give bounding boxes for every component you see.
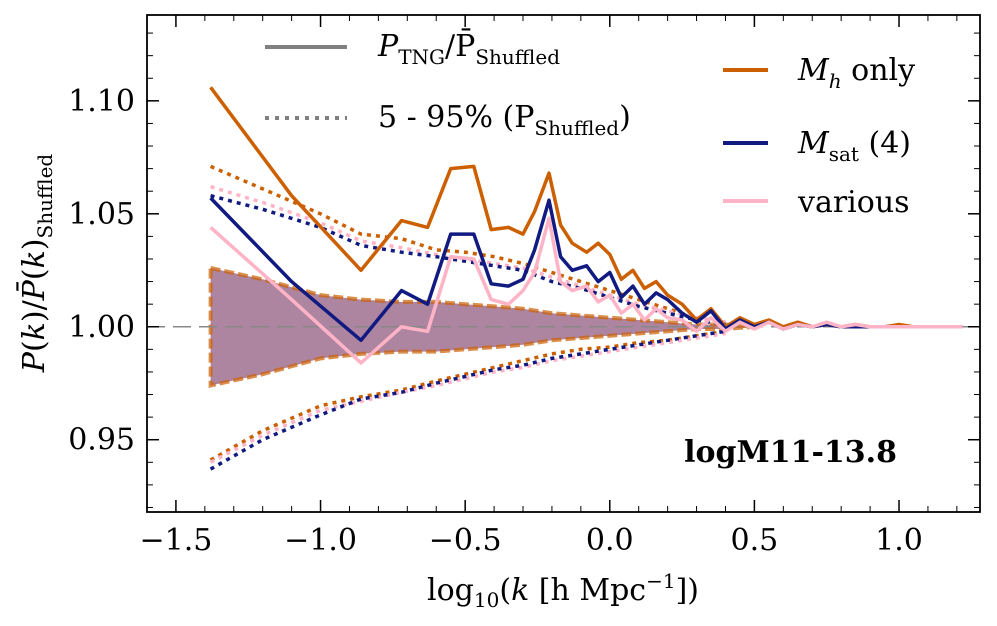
legend-various-label: various — [797, 185, 910, 220]
shuffled-band — [208, 265, 755, 388]
percentile-lower-orange — [209, 329, 726, 462]
ticks-layer: −1.5 −1.0 −0.5 0.0 0.5 1.0 0.95 1.00 1.05 1.10 — [68, 15, 980, 558]
x-tick-label: −0.5 — [429, 523, 502, 558]
legend-solid-label: PTNG/P̄Shuffled — [377, 28, 560, 69]
plot-frame — [146, 14, 981, 513]
x-tick-label: 0.5 — [731, 523, 779, 558]
band-layer — [208, 265, 755, 388]
x-tick-label: 0.0 — [586, 523, 634, 558]
percentile-lower-navy — [209, 329, 726, 471]
x-tick-label: −1.0 — [284, 523, 357, 558]
percentile-upper-pink — [210, 185, 726, 324]
y-tick-label: 0.95 — [68, 423, 135, 458]
series-various — [209, 216, 963, 365]
percentile-lower-pink — [209, 331, 726, 464]
annotation-label: logM11-13.8 — [684, 435, 897, 470]
percentile-upper-navy — [210, 194, 726, 327]
x-tick-label: −1.5 — [139, 523, 212, 558]
percentile-upper-orange — [209, 164, 726, 324]
series-layer — [209, 86, 963, 365]
x-tick-label: 1.0 — [875, 523, 923, 558]
legend-dotted-label: 5 - 95% (PShuffled) — [378, 100, 631, 140]
series-msat — [209, 196, 963, 343]
legend-mh-label: Mh only — [797, 53, 915, 93]
legend-msat-label: Msat (4) — [797, 126, 911, 166]
percentile-layer — [209, 164, 726, 471]
y-tick-label: 1.10 — [68, 84, 135, 119]
y-tick-label: 1.00 — [68, 310, 135, 345]
y-tick-label: 1.05 — [68, 197, 135, 232]
